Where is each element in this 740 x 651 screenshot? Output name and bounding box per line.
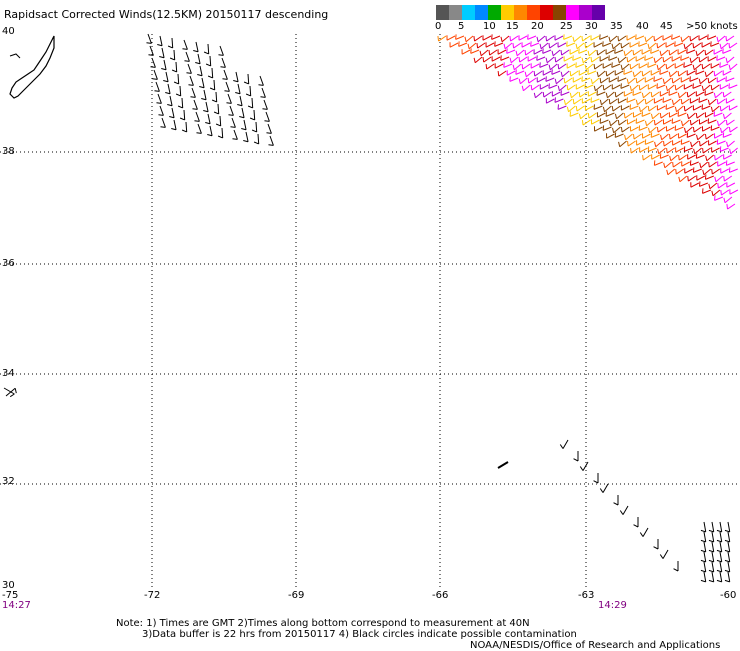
legend-label: 0 <box>435 21 441 32</box>
legend-label: 5 <box>458 21 464 32</box>
time-label-left: 14:27 <box>2 600 31 611</box>
legend-swatch <box>501 5 514 20</box>
legend-swatch <box>540 5 553 20</box>
legend-label: 30 <box>585 21 598 32</box>
lat-label-36: 36 <box>2 258 15 269</box>
time-label-right: 14:29 <box>598 600 627 611</box>
legend-label: 45 <box>660 21 673 32</box>
coastline <box>10 36 54 98</box>
legend-label: 20 <box>531 21 544 32</box>
lon-label-66: -66 <box>432 590 448 601</box>
lon-label-60: -60 <box>720 590 736 601</box>
legend-swatch <box>579 5 592 20</box>
legend-swatch <box>488 5 501 20</box>
lon-label-72: -72 <box>144 590 160 601</box>
legend-swatch <box>527 5 540 20</box>
legend-swatch <box>449 5 462 20</box>
legend-swatch <box>462 5 475 20</box>
legend-label: 15 <box>506 21 519 32</box>
legend-label: >50 knots <box>686 21 738 32</box>
note-line-2: 3)Data buffer is 22 hrs from 20150117 4)… <box>142 629 577 640</box>
legend-swatch <box>436 5 449 20</box>
note-line-1: Note: 1) Times are GMT 2)Times along bot… <box>116 618 530 629</box>
legend-swatch <box>475 5 488 20</box>
note-line-3: NOAA/NESDIS/Office of Research and Appli… <box>470 640 720 651</box>
wind-barbs-black <box>4 34 730 582</box>
wind-barbs-color <box>438 34 738 209</box>
lat-label-32: 32 <box>2 476 15 487</box>
lat-lon-grid <box>0 34 738 588</box>
legend-swatch <box>553 5 566 20</box>
legend-label: 40 <box>636 21 649 32</box>
map-title: Rapidsact Corrected Winds(12.5KM) 201501… <box>4 9 328 20</box>
lon-label-69: -69 <box>288 590 304 601</box>
lat-label-38: 38 <box>2 146 15 157</box>
lon-label-63: -63 <box>578 590 594 601</box>
legend-swatch <box>566 5 579 20</box>
lat-label-34: 34 <box>2 368 15 379</box>
legend-swatch <box>514 5 527 20</box>
legend-label: 35 <box>610 21 623 32</box>
legend-swatch <box>592 5 605 20</box>
legend-label: 10 <box>483 21 496 32</box>
speed-legend <box>436 5 605 20</box>
lat-label-40: 40 <box>2 26 15 37</box>
legend-label: 25 <box>560 21 573 32</box>
